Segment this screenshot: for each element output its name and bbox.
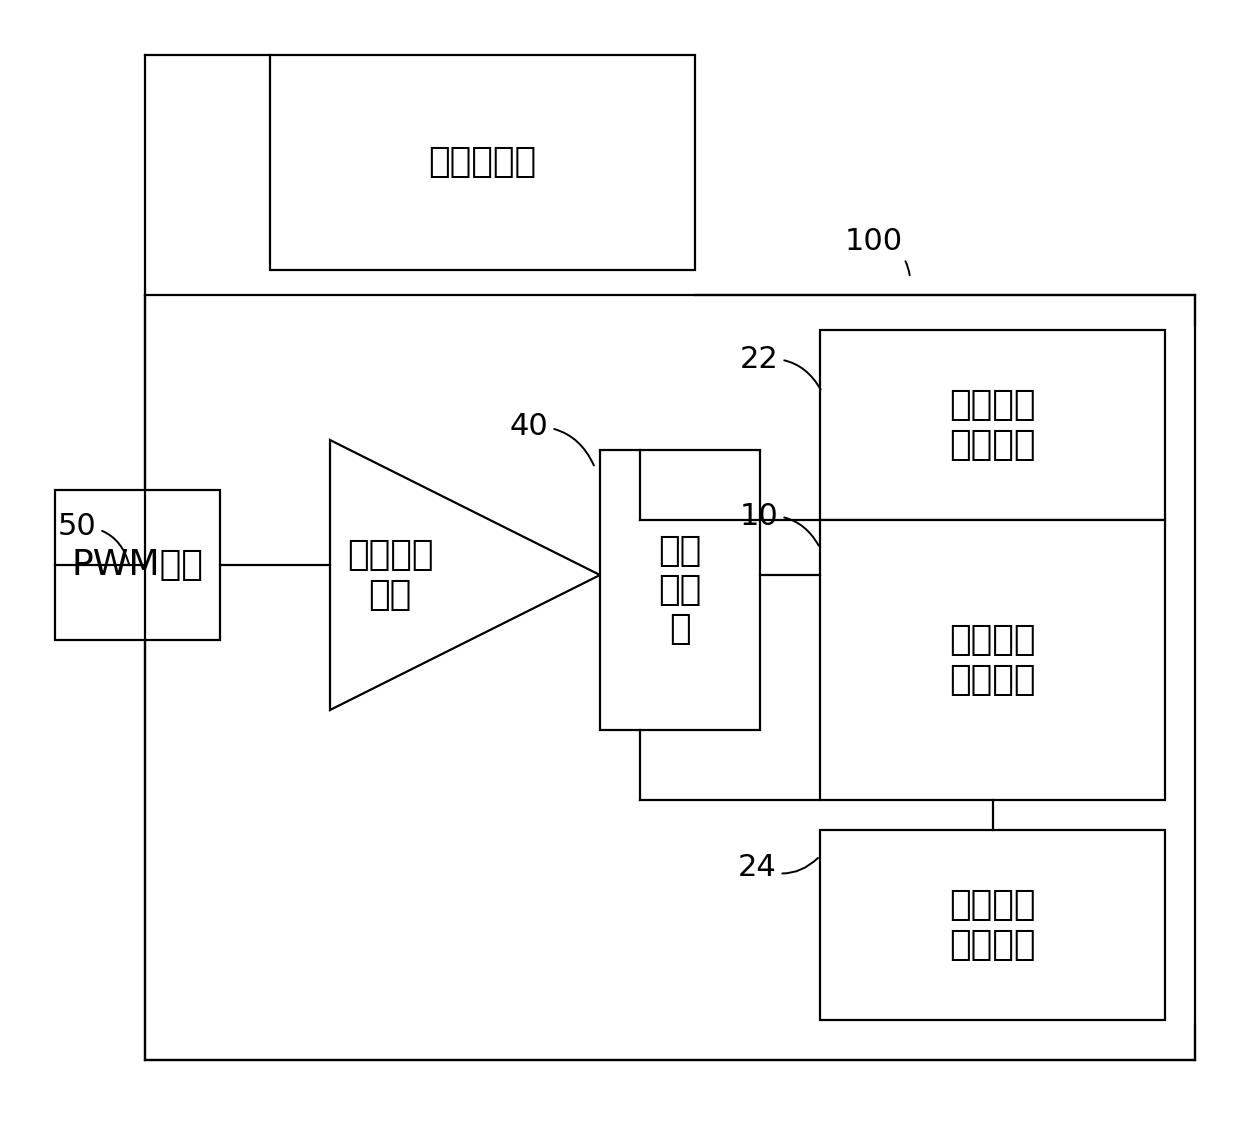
Text: PWM模块: PWM模块 (72, 548, 203, 582)
Text: 10: 10 (740, 502, 818, 546)
Bar (270, 55, 694, 270)
Text: 跟随
器模
块: 跟随 器模 块 (658, 534, 702, 647)
Text: 100: 100 (844, 226, 910, 276)
Bar (145, 295, 1195, 1060)
Text: 第二频率
补偿电路: 第二频率 补偿电路 (950, 888, 1035, 962)
Text: 第一频率
补偿电路: 第一频率 补偿电路 (950, 388, 1035, 462)
Text: 50: 50 (58, 512, 129, 565)
Text: 22: 22 (740, 345, 821, 390)
Bar (820, 520, 1166, 800)
Text: 双路差分
采样电路: 双路差分 采样电路 (950, 623, 1035, 696)
Text: 40: 40 (510, 413, 594, 465)
Bar (820, 830, 1166, 1020)
Bar (600, 450, 760, 730)
Text: 24: 24 (738, 853, 818, 882)
Text: 开关变换器: 开关变换器 (429, 146, 537, 179)
Text: 差分运算
电路: 差分运算 电路 (347, 538, 433, 612)
Bar (820, 330, 1166, 520)
Polygon shape (330, 441, 600, 710)
Bar (55, 490, 219, 640)
